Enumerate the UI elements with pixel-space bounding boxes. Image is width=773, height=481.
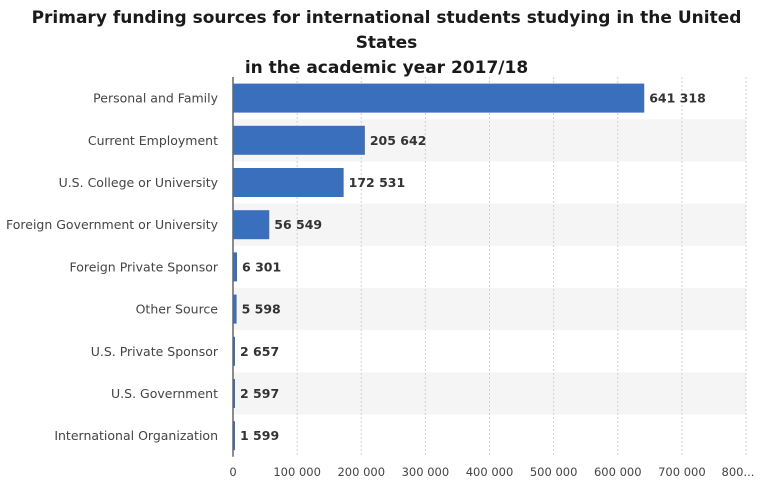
bar bbox=[233, 168, 344, 197]
category-label: U.S. Government bbox=[111, 386, 218, 401]
value-labels: 641 318 205 642 172 531 56 549 6 301 5 598 2 6… bbox=[240, 91, 706, 444]
category-label: Foreign Government or University bbox=[6, 217, 219, 232]
x-tick-label: 800... bbox=[722, 465, 755, 479]
chart-title-line-1: Primary funding sources for internationa… bbox=[31, 8, 742, 53]
x-tick-labels: 0 100 000 200 000 300 000 400 000 500 000 600 … bbox=[229, 465, 754, 479]
bar bbox=[233, 336, 235, 366]
gridlines bbox=[296, 77, 747, 457]
x-tick-label: 600 000 bbox=[594, 465, 642, 479]
value-label: 6 301 bbox=[242, 259, 281, 274]
value-label: 5 598 bbox=[242, 302, 281, 317]
value-label: 56 549 bbox=[274, 217, 322, 232]
value-label: 172 531 bbox=[349, 175, 406, 190]
x-tick-label: 100 000 bbox=[273, 465, 321, 479]
value-label: 2 597 bbox=[240, 386, 279, 401]
chart-title: Primary funding sources for internationa… bbox=[0, 6, 773, 81]
x-tick-label: 300 000 bbox=[402, 465, 450, 479]
category-label: U.S. Private Sponsor bbox=[91, 344, 219, 359]
x-tick-label: 500 000 bbox=[530, 465, 578, 479]
bar bbox=[233, 421, 235, 451]
value-label: 2 657 bbox=[240, 344, 279, 359]
category-labels: Personal and Family Current Employment U.S… bbox=[6, 91, 219, 444]
value-label: 205 642 bbox=[370, 133, 427, 148]
category-label: Other Source bbox=[136, 302, 219, 317]
category-label: Foreign Private Sponsor bbox=[69, 259, 218, 274]
bar bbox=[233, 379, 235, 408]
bar bbox=[233, 83, 645, 113]
bar bbox=[233, 294, 237, 324]
x-tick-label: 200 000 bbox=[337, 465, 385, 479]
category-label: U.S. College or University bbox=[59, 175, 219, 190]
value-label: 1 599 bbox=[240, 428, 279, 443]
bar bbox=[233, 210, 270, 240]
category-label: International Organization bbox=[54, 428, 218, 443]
x-tick-label: 700 000 bbox=[658, 465, 706, 479]
bar bbox=[233, 252, 238, 282]
category-label: Current Employment bbox=[88, 133, 218, 148]
x-tick-label: 0 bbox=[229, 465, 236, 479]
chart-title-line-2: in the academic year 2017/18 bbox=[244, 58, 529, 78]
category-label: Personal and Family bbox=[93, 91, 218, 106]
value-label: 641 318 bbox=[649, 91, 706, 106]
bars bbox=[233, 83, 645, 451]
x-tick-label: 400 000 bbox=[466, 465, 514, 479]
bar bbox=[233, 125, 365, 155]
